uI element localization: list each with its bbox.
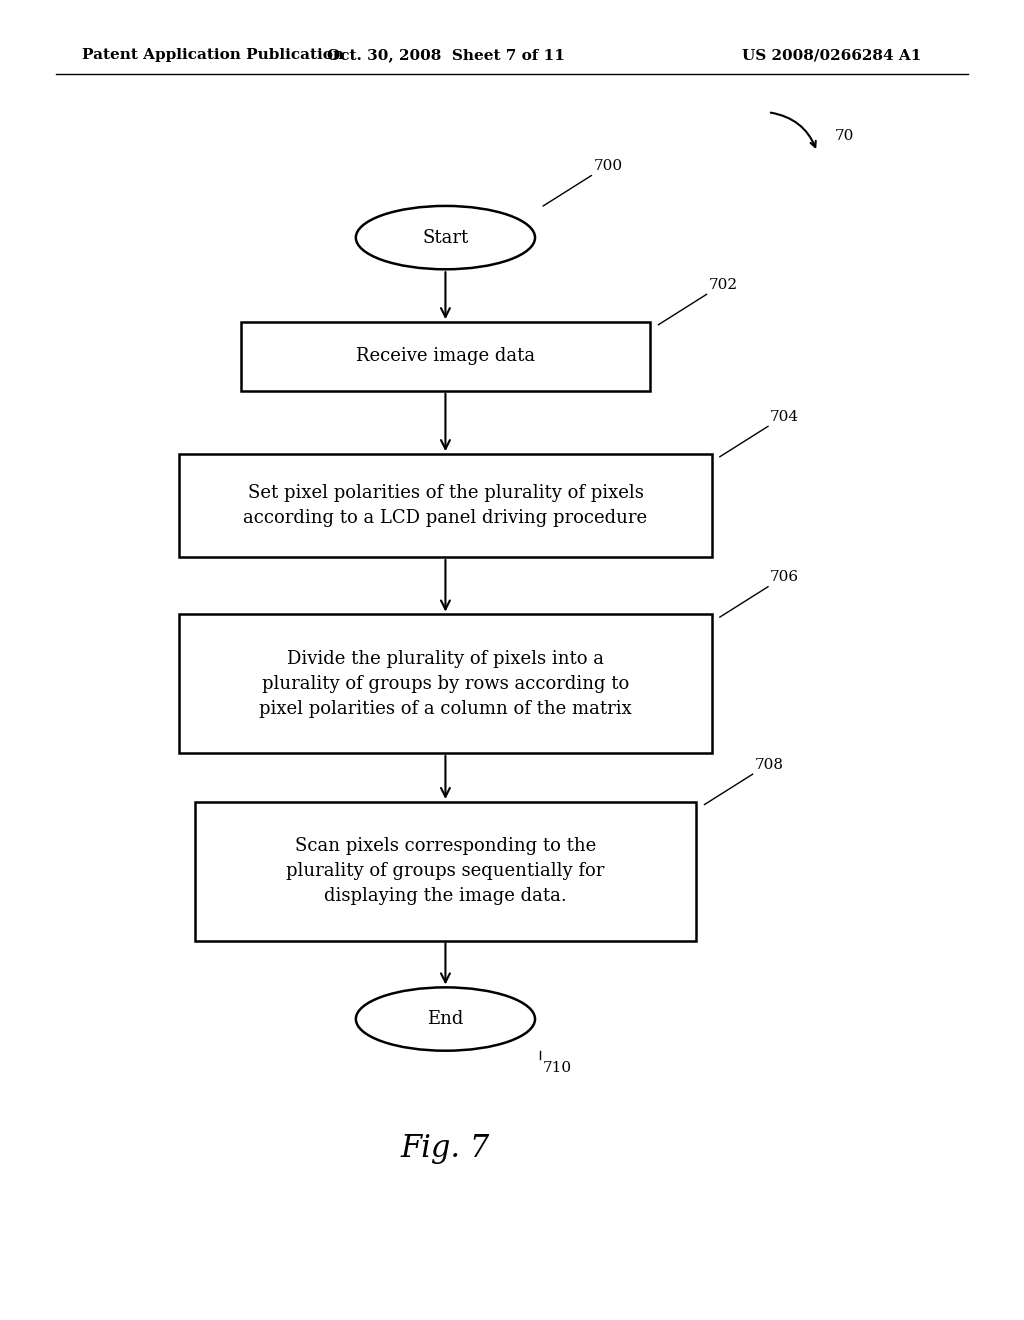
Text: Receive image data: Receive image data	[356, 347, 535, 366]
Text: 702: 702	[709, 277, 737, 292]
Text: 708: 708	[755, 758, 783, 771]
Text: 706: 706	[770, 570, 799, 583]
Text: 70: 70	[835, 129, 854, 143]
Text: Oct. 30, 2008  Sheet 7 of 11: Oct. 30, 2008 Sheet 7 of 11	[327, 49, 564, 62]
Text: Fig. 7: Fig. 7	[400, 1133, 490, 1164]
Text: 710: 710	[543, 1061, 572, 1076]
Ellipse shape	[356, 987, 535, 1051]
Text: Patent Application Publication: Patent Application Publication	[82, 49, 344, 62]
Text: 700: 700	[594, 158, 623, 173]
FancyBboxPatch shape	[241, 322, 650, 391]
Text: Divide the plurality of pixels into a
plurality of groups by rows according to
p: Divide the plurality of pixels into a pl…	[259, 649, 632, 718]
Text: 704: 704	[770, 409, 799, 424]
FancyBboxPatch shape	[179, 454, 712, 557]
FancyBboxPatch shape	[195, 801, 696, 940]
Text: Set pixel polarities of the plurality of pixels
according to a LCD panel driving: Set pixel polarities of the plurality of…	[244, 484, 647, 527]
Text: US 2008/0266284 A1: US 2008/0266284 A1	[742, 49, 922, 62]
FancyBboxPatch shape	[179, 615, 712, 752]
Text: End: End	[427, 1010, 464, 1028]
Text: Scan pixels corresponding to the
plurality of groups sequentially for
displaying: Scan pixels corresponding to the plurali…	[287, 837, 604, 906]
Ellipse shape	[356, 206, 535, 269]
Text: Start: Start	[422, 228, 469, 247]
